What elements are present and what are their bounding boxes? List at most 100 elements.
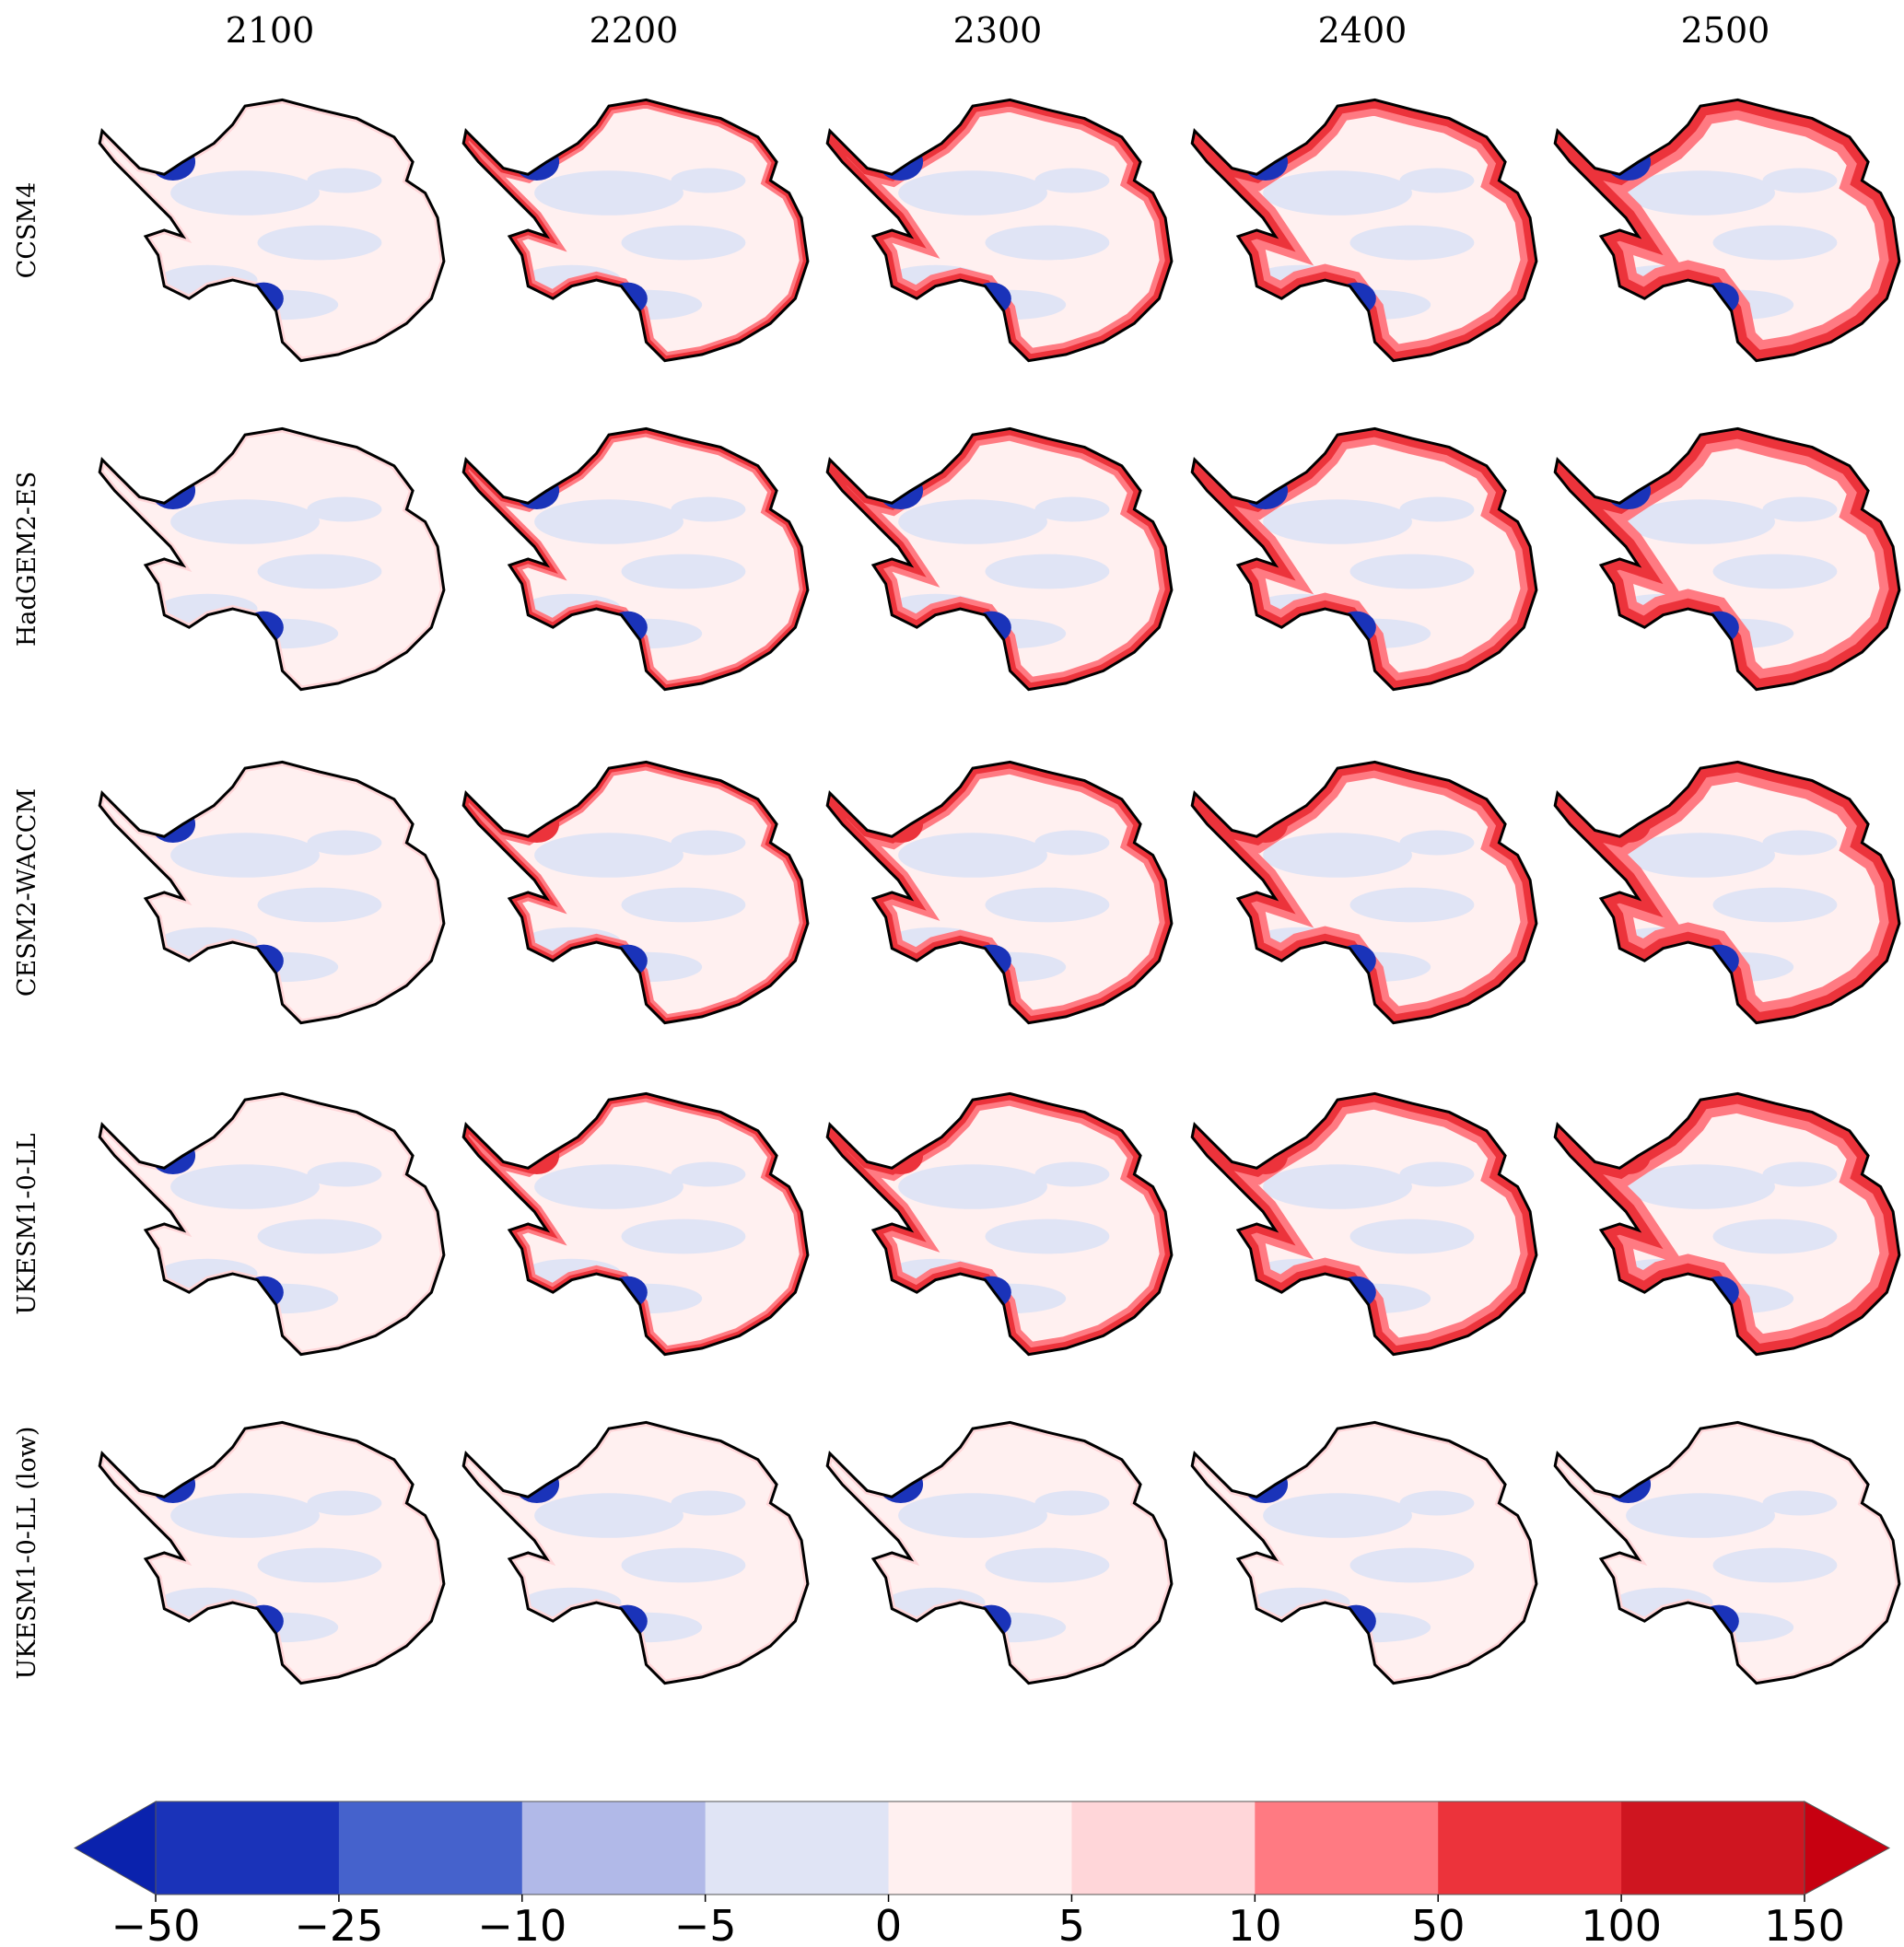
ice-shelf-region xyxy=(1243,1465,1289,1504)
thinning-region xyxy=(1349,1547,1475,1583)
ice-shelf-region xyxy=(1243,472,1289,510)
thinning-region xyxy=(170,1164,320,1209)
thinning-region xyxy=(621,554,746,589)
thinning-region xyxy=(1626,499,1775,544)
ice-shelf-region xyxy=(1699,944,1739,977)
map-panel xyxy=(1553,98,1901,363)
coastline xyxy=(1553,1420,1901,1685)
map-panel xyxy=(825,98,1174,363)
coastline xyxy=(1553,760,1901,1025)
thinning-region xyxy=(898,1164,1047,1209)
thinning-region xyxy=(1626,1164,1775,1209)
column-header: 2200 xyxy=(590,10,679,51)
thinning-region xyxy=(621,887,746,923)
row-label: CCSM4 xyxy=(13,182,41,279)
thinning-region xyxy=(1034,496,1110,522)
ice-shelf-region xyxy=(1606,1465,1652,1504)
colorbar-tick-label: 150 xyxy=(1764,1901,1845,1947)
thinning-region xyxy=(1034,168,1110,193)
colorbar-segment xyxy=(521,1801,707,1895)
row-label: UKESM1-0-LL (low) xyxy=(13,1427,41,1680)
ice-shelf-region xyxy=(607,1604,648,1638)
coastline xyxy=(825,98,1174,363)
colorbar-tick-label: 50 xyxy=(1411,1901,1466,1947)
ice-shelf-region xyxy=(1243,1137,1289,1175)
ice-shelf-region xyxy=(971,282,1011,315)
thinning-region xyxy=(1349,225,1475,261)
thinning-region xyxy=(534,170,683,216)
colorbar-tick-label: 0 xyxy=(875,1901,902,1947)
ice-shelf-region xyxy=(1336,944,1376,977)
row-label: HadGEM2-ES xyxy=(13,472,41,647)
map-panel xyxy=(461,426,810,692)
ice-shelf-region xyxy=(243,1604,284,1638)
map-panel xyxy=(98,1420,446,1685)
thinning-region xyxy=(534,833,683,878)
ice-shelf-region xyxy=(878,1465,924,1504)
thinning-region xyxy=(898,499,1047,544)
coastline xyxy=(98,426,446,692)
column-header: 2100 xyxy=(226,10,315,51)
colorbar-segment xyxy=(338,1801,523,1895)
map-panel xyxy=(98,426,446,692)
ice-shelf-region xyxy=(514,143,560,181)
ice-shelf-region xyxy=(1336,611,1376,644)
map-panel xyxy=(461,1420,810,1685)
thinning-region xyxy=(307,1490,382,1516)
ice-shelf-region xyxy=(971,1276,1011,1309)
colorbar-segment xyxy=(705,1801,890,1895)
map-panel xyxy=(1190,98,1538,363)
ice-shelf-region xyxy=(1699,1276,1739,1309)
map-panel xyxy=(461,760,810,1025)
thinning-region xyxy=(1349,554,1475,589)
map-panel xyxy=(98,760,446,1025)
thinning-region xyxy=(1263,833,1412,878)
ice-shelf-region xyxy=(1336,1276,1376,1309)
coastline xyxy=(1190,760,1538,1025)
ice-shelf-region xyxy=(971,944,1011,977)
thinning-region xyxy=(257,887,382,923)
ice-shelf-region xyxy=(1606,472,1652,510)
ice-shelf-region xyxy=(243,1276,284,1309)
ice-shelf-region xyxy=(514,472,560,510)
coastline xyxy=(1553,426,1901,692)
thinning-region xyxy=(257,554,382,589)
coastline xyxy=(825,1420,1174,1685)
colorbar-tick-label: −50 xyxy=(111,1901,200,1947)
thinning-region xyxy=(671,496,746,522)
ice-shelf-region xyxy=(878,805,924,844)
ice-shelf-region xyxy=(1606,1137,1652,1175)
ice-shelf-region xyxy=(878,143,924,181)
thinning-region xyxy=(985,554,1110,589)
thinning-region xyxy=(257,1218,382,1254)
ice-shelf-region xyxy=(1243,805,1289,844)
thinning-region xyxy=(534,1493,683,1538)
thinning-region xyxy=(1626,833,1775,878)
thinning-region xyxy=(898,1493,1047,1538)
thinning-region xyxy=(1263,499,1412,544)
thinning-region xyxy=(1712,225,1838,261)
thinning-region xyxy=(671,830,746,856)
thinning-region xyxy=(1399,168,1475,193)
row-label: UKESM1-0-LL xyxy=(13,1133,41,1314)
coastline xyxy=(1553,1091,1901,1357)
thinning-region xyxy=(1762,1161,1838,1187)
ice-shelf-region xyxy=(878,1137,924,1175)
colorbar-segment xyxy=(156,1801,340,1895)
thinning-region xyxy=(1349,1218,1475,1254)
map-panel xyxy=(1553,1420,1901,1685)
thinning-region xyxy=(307,830,382,856)
colorbar-segment xyxy=(888,1801,1072,1895)
coastline xyxy=(461,426,810,692)
ice-shelf-region xyxy=(243,944,284,977)
thinning-region xyxy=(257,1547,382,1583)
thinning-region xyxy=(257,225,382,261)
colorbar-segment xyxy=(1621,1801,1805,1895)
thinning-region xyxy=(1034,1161,1110,1187)
thinning-region xyxy=(898,170,1047,216)
colorbar-frame xyxy=(155,1801,1805,1895)
thinning-region xyxy=(671,1490,746,1516)
thinning-region xyxy=(170,1493,320,1538)
map-panel xyxy=(1190,426,1538,692)
